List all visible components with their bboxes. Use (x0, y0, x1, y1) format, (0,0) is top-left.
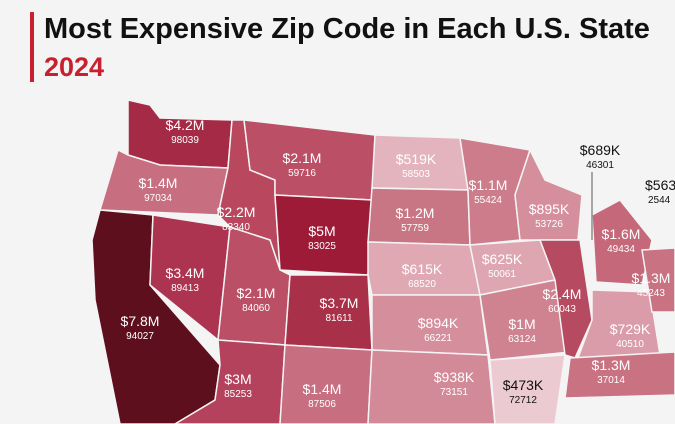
state-price: $519K (396, 151, 437, 167)
state-price: $1.6M (602, 226, 641, 242)
map: $4.2M 98039 $1.4M 97034 $7.8M 94027 $2.2M 83340… (91, 99, 675, 424)
state-zip: 50061 (488, 269, 516, 280)
callout-zip: 2544 (648, 195, 671, 206)
state (279, 344, 373, 424)
state-price: $1.4M (139, 175, 178, 191)
state-zip: 40510 (616, 339, 644, 350)
state-price: $1.1M (469, 177, 508, 193)
state-price: $3.4M (166, 265, 205, 281)
state-zip: 98039 (171, 135, 199, 146)
state-price: $1.3M (632, 270, 671, 286)
state-price: $2.2M (217, 204, 256, 220)
state (564, 351, 675, 399)
state-price: $895K (529, 201, 570, 217)
callout-price: $563K (645, 177, 675, 193)
state-zip: 60043 (548, 304, 576, 315)
state (514, 148, 583, 241)
state-price: $2.1M (237, 285, 276, 301)
state-zip: 83340 (222, 222, 250, 233)
callout-zip: 46301 (586, 160, 614, 171)
state (641, 247, 675, 313)
state-price: $1M (508, 316, 535, 332)
state-zip: 63124 (508, 334, 536, 345)
state-price: $2.4M (543, 286, 582, 302)
state-price: $1.4M (303, 381, 342, 397)
state-price: $473K (503, 377, 544, 393)
state-zip: 53726 (535, 219, 563, 230)
state-zip: 37014 (597, 375, 625, 386)
state-price: $5M (308, 223, 335, 239)
state-price: $615K (402, 261, 443, 277)
state-zip: 85253 (224, 389, 252, 400)
state-price: $3M (224, 371, 251, 387)
title: Most Expensive Zip Code in Each U.S. Sta… (44, 13, 650, 45)
state-price: $894K (418, 315, 459, 331)
state-zip: 66221 (424, 333, 452, 344)
state-zip: 87506 (308, 399, 336, 410)
state-price: $4.2M (166, 117, 205, 133)
state-zip: 81611 (325, 313, 353, 324)
state-zip: 49434 (607, 244, 635, 255)
state-price: $7.8M (121, 313, 160, 329)
state-zip: 72712 (509, 395, 537, 406)
accent-bar (30, 12, 34, 82)
state-zip: 73151 (440, 387, 468, 398)
state-price: $3.7M (320, 295, 359, 311)
state-price: $625K (482, 251, 523, 267)
state-price: $1.3M (592, 357, 631, 373)
state-zip: 83025 (308, 241, 336, 252)
state-zip: 94027 (126, 331, 154, 342)
state-price: $938K (434, 369, 475, 385)
callout-price: $689K (580, 142, 621, 158)
subtitle: 2024 (44, 52, 104, 82)
state-zip: 97034 (144, 193, 172, 204)
state-zip: 45243 (637, 288, 665, 299)
state (489, 354, 566, 424)
state-zip: 68520 (408, 279, 436, 290)
state-price: $729K (610, 321, 651, 337)
state-zip: 57759 (401, 223, 429, 234)
state-price: $2.1M (283, 150, 322, 166)
state-zip: 55424 (474, 195, 502, 206)
state-zip: 84060 (242, 303, 270, 314)
state-zip: 58503 (402, 169, 430, 180)
state-zip: 89413 (171, 283, 199, 294)
state-price: $1.2M (396, 205, 435, 221)
state (367, 349, 496, 424)
state-zip: 59716 (288, 168, 316, 179)
